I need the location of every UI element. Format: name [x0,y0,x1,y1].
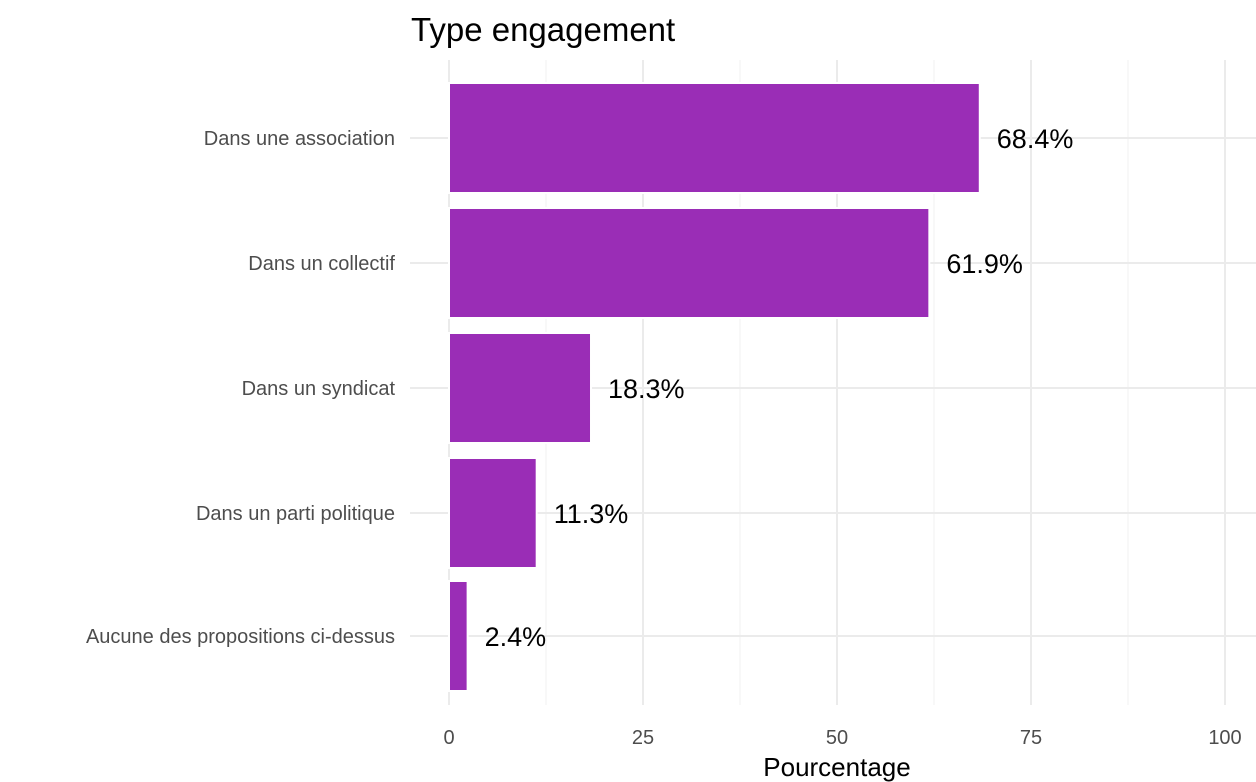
category-label: Dans un syndicat [242,378,396,400]
value-label: 2.4% [485,622,547,652]
category-label: Dans une association [204,128,395,150]
category-label: Dans un parti politique [196,503,395,525]
x-tick-label: 50 [826,727,848,749]
category-labels: Dans une association Dans un collectif Dan… [86,128,396,648]
value-label: 11.3% [554,499,629,529]
bar [448,82,981,194]
bar [448,332,593,444]
x-tick-label: 25 [632,727,654,749]
value-labels: 68.4% 61.9% 18.3% 11.3% 2.4% [485,124,1074,652]
value-label: 68.4% [997,124,1074,154]
value-label: 61.9% [946,249,1023,279]
x-tick-label: 100 [1208,727,1241,749]
category-label: Aucune des propositions ci-dessus [86,626,395,648]
category-label: Dans un collectif [248,253,395,275]
x-tick-label: 0 [443,727,454,749]
bar [448,207,931,319]
x-tick-labels: 0 25 50 75 100 [443,727,1241,749]
chart-title: Type engagement [411,11,675,48]
bars [448,82,981,692]
bar [448,457,538,569]
bar [448,580,469,692]
value-label: 18.3% [608,374,685,404]
x-tick-label: 75 [1020,727,1042,749]
x-axis-title: Pourcentage [763,752,910,782]
